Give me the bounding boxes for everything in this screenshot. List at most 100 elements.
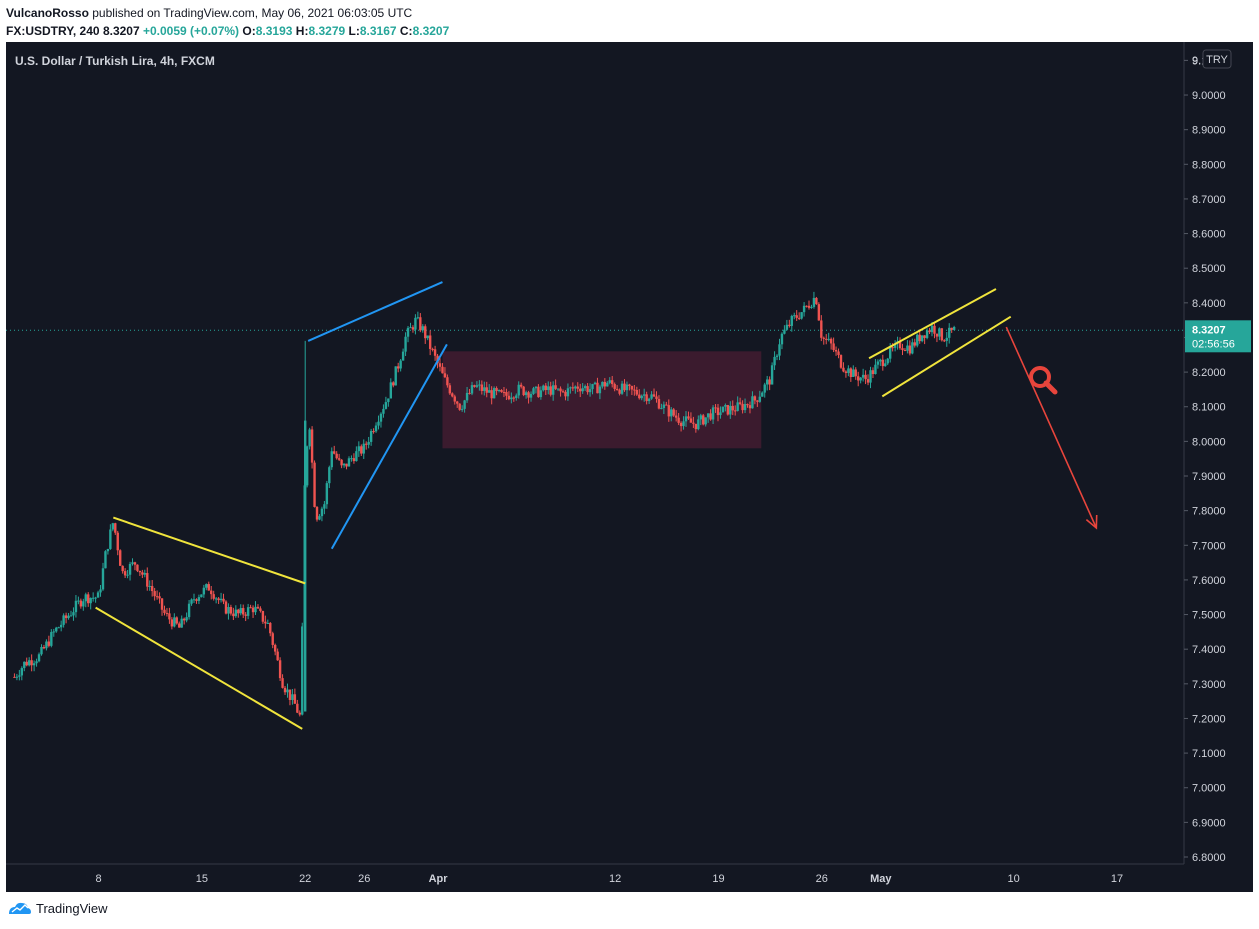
candle-body — [876, 361, 880, 365]
candle-body — [618, 389, 621, 394]
chart-area[interactable]: 9.10009.00008.90008.80008.70008.60008.50… — [6, 42, 1253, 892]
currency-badge-box — [1202, 49, 1232, 69]
candle-body — [817, 304, 821, 321]
candle-body — [195, 599, 198, 601]
candle-body — [515, 395, 518, 398]
candle-body — [173, 617, 176, 627]
candle-body — [175, 617, 178, 624]
candle-body — [859, 377, 862, 381]
price-tick-label: 7.6000 — [1192, 575, 1226, 587]
candle-body — [670, 409, 673, 417]
candle-body — [89, 597, 92, 604]
price-change: +0.0059 (+0.07%) — [142, 24, 240, 38]
candle-body — [394, 366, 397, 386]
candle-body — [928, 330, 931, 333]
candle-body — [116, 532, 119, 551]
candle-body — [893, 343, 897, 348]
candle-body — [15, 676, 19, 678]
candle-body — [517, 384, 520, 396]
price-tag-value: 8.3207 — [1192, 324, 1226, 336]
candle-body — [224, 601, 228, 614]
candle-body — [426, 335, 429, 339]
price-tick-label: 7.9000 — [1192, 471, 1226, 483]
candle-body — [67, 615, 70, 619]
candle-body — [178, 623, 181, 628]
high-label: H: — [295, 24, 309, 38]
candle-body — [574, 386, 577, 389]
candle-body — [293, 694, 297, 704]
candle-body — [345, 463, 348, 467]
candle-body — [891, 347, 894, 349]
candle-body — [586, 386, 589, 393]
candle-body — [790, 315, 793, 326]
consolidation-zone — [442, 351, 762, 449]
candle-body — [652, 394, 656, 397]
price-tick-label: 7.4000 — [1192, 644, 1226, 656]
candle-body — [625, 384, 629, 391]
time-tick-label: May — [870, 873, 892, 885]
candle-body — [719, 412, 722, 416]
chart-svg[interactable]: 9.10009.00008.90008.80008.70008.60008.50… — [6, 42, 1253, 892]
candle-body — [210, 590, 213, 595]
time-tick-label: Apr — [429, 873, 449, 885]
author-name[interactable]: VulcanoRosso — [6, 6, 89, 20]
candle-body — [854, 369, 857, 377]
candle-body — [217, 598, 220, 601]
tradingview-logo-icon[interactable] — [8, 900, 32, 916]
candle-body — [333, 451, 336, 454]
candle-body — [374, 425, 378, 432]
candle-body — [323, 504, 326, 509]
candle-body — [746, 404, 749, 406]
candle-body — [748, 405, 752, 409]
candle-body — [539, 390, 543, 398]
candle-body — [465, 392, 469, 401]
candle-body — [222, 598, 225, 602]
candle-body — [881, 359, 885, 367]
candle-body — [861, 374, 865, 378]
candle-body — [155, 596, 159, 598]
candle-body — [576, 386, 579, 389]
candle-body — [411, 327, 415, 330]
candle-body — [829, 338, 833, 344]
price-tick-label: 8.0000 — [1192, 436, 1226, 448]
candle-body — [126, 574, 129, 576]
candle-body — [478, 384, 481, 386]
candle-body — [202, 587, 206, 595]
candle-body — [647, 398, 651, 402]
candle-body — [310, 429, 314, 463]
time-tick-label: 15 — [196, 873, 208, 885]
candle-body — [780, 333, 784, 345]
candle-body — [276, 651, 279, 661]
candle-body — [456, 401, 459, 404]
price-tick-label: 7.1000 — [1192, 748, 1226, 760]
candle-body — [283, 687, 287, 693]
candle-body — [857, 376, 860, 381]
candle-body — [335, 453, 338, 459]
candle-body — [214, 598, 218, 600]
candle-body — [330, 451, 333, 468]
candle-body — [593, 382, 597, 385]
candle-body — [930, 325, 934, 333]
candle-body — [534, 386, 538, 389]
candle-body — [756, 400, 759, 402]
candle-body — [561, 391, 565, 393]
candle-body — [296, 703, 299, 713]
footer-brand: TradingView — [36, 900, 108, 916]
price-tag — [1185, 320, 1251, 353]
candle-body — [785, 324, 789, 330]
candle-body — [933, 325, 936, 334]
candle-body — [382, 408, 385, 414]
candle-body — [182, 618, 186, 621]
candle-body — [775, 355, 779, 357]
candle-body — [288, 689, 292, 700]
candle-body — [837, 351, 840, 356]
trend-line-yellow — [95, 606, 303, 730]
candle-body — [911, 342, 914, 354]
candle-body — [114, 523, 117, 533]
candle-body — [131, 562, 134, 564]
candle-body — [812, 297, 816, 307]
candle-body — [884, 363, 887, 367]
candle-body — [384, 402, 388, 409]
candle-body — [734, 410, 737, 412]
candle-body — [544, 385, 547, 390]
